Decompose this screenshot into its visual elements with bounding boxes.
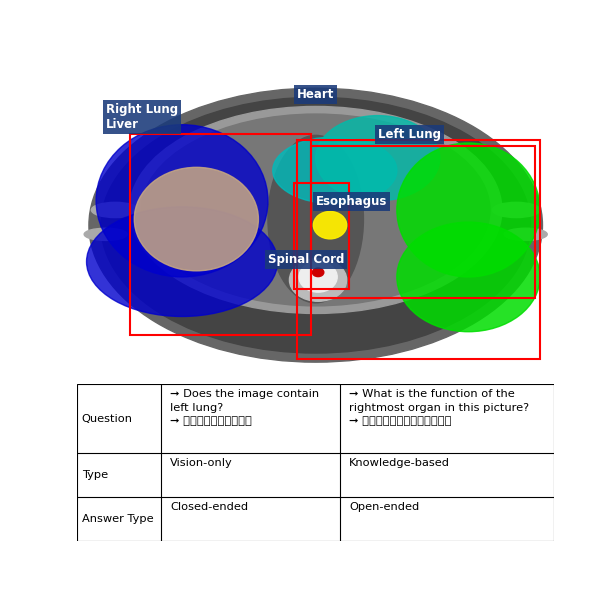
Text: Heart: Heart <box>297 88 334 101</box>
Text: Left Lung: Left Lung <box>378 128 441 141</box>
Ellipse shape <box>134 167 259 271</box>
Text: ➞ Does the image contain
left lung?
➞ 图片中是否包含左肺？: ➞ Does the image contain left lung? ➞ 图片… <box>170 389 319 426</box>
Ellipse shape <box>142 114 490 306</box>
Ellipse shape <box>316 116 440 201</box>
Ellipse shape <box>89 88 543 362</box>
Text: Answer Type: Answer Type <box>82 514 153 524</box>
Text: Open-ended: Open-ended <box>349 502 419 512</box>
Text: Vision-only: Vision-only <box>170 458 233 468</box>
Text: Spinal Cord: Spinal Cord <box>268 252 344 266</box>
Ellipse shape <box>84 228 127 240</box>
Ellipse shape <box>505 228 547 240</box>
Text: ➞ What is the function of the
rightmost organ in this picture?
➞ 图中最右侧器官功能是什么？: ➞ What is the function of the rightmost … <box>349 389 529 426</box>
Ellipse shape <box>273 137 397 204</box>
Ellipse shape <box>492 202 540 218</box>
Ellipse shape <box>268 136 363 303</box>
Text: Esophagus: Esophagus <box>316 195 387 208</box>
Ellipse shape <box>86 207 278 317</box>
Text: Closed-ended: Closed-ended <box>170 502 248 512</box>
Text: Knowledge-based: Knowledge-based <box>349 458 450 468</box>
Text: Type: Type <box>82 470 108 480</box>
Ellipse shape <box>397 143 540 277</box>
Text: Question: Question <box>82 414 133 424</box>
Ellipse shape <box>290 258 347 302</box>
Ellipse shape <box>101 97 530 353</box>
Ellipse shape <box>91 202 139 218</box>
Ellipse shape <box>129 106 502 314</box>
Ellipse shape <box>96 125 268 277</box>
Text: Right Lung
Liver: Right Lung Liver <box>106 103 178 131</box>
Bar <box>129 134 311 335</box>
Ellipse shape <box>314 212 347 239</box>
Ellipse shape <box>312 268 324 277</box>
Bar <box>311 146 535 299</box>
Ellipse shape <box>299 261 337 292</box>
Bar <box>297 140 540 359</box>
Bar <box>294 182 349 289</box>
Ellipse shape <box>397 222 540 332</box>
